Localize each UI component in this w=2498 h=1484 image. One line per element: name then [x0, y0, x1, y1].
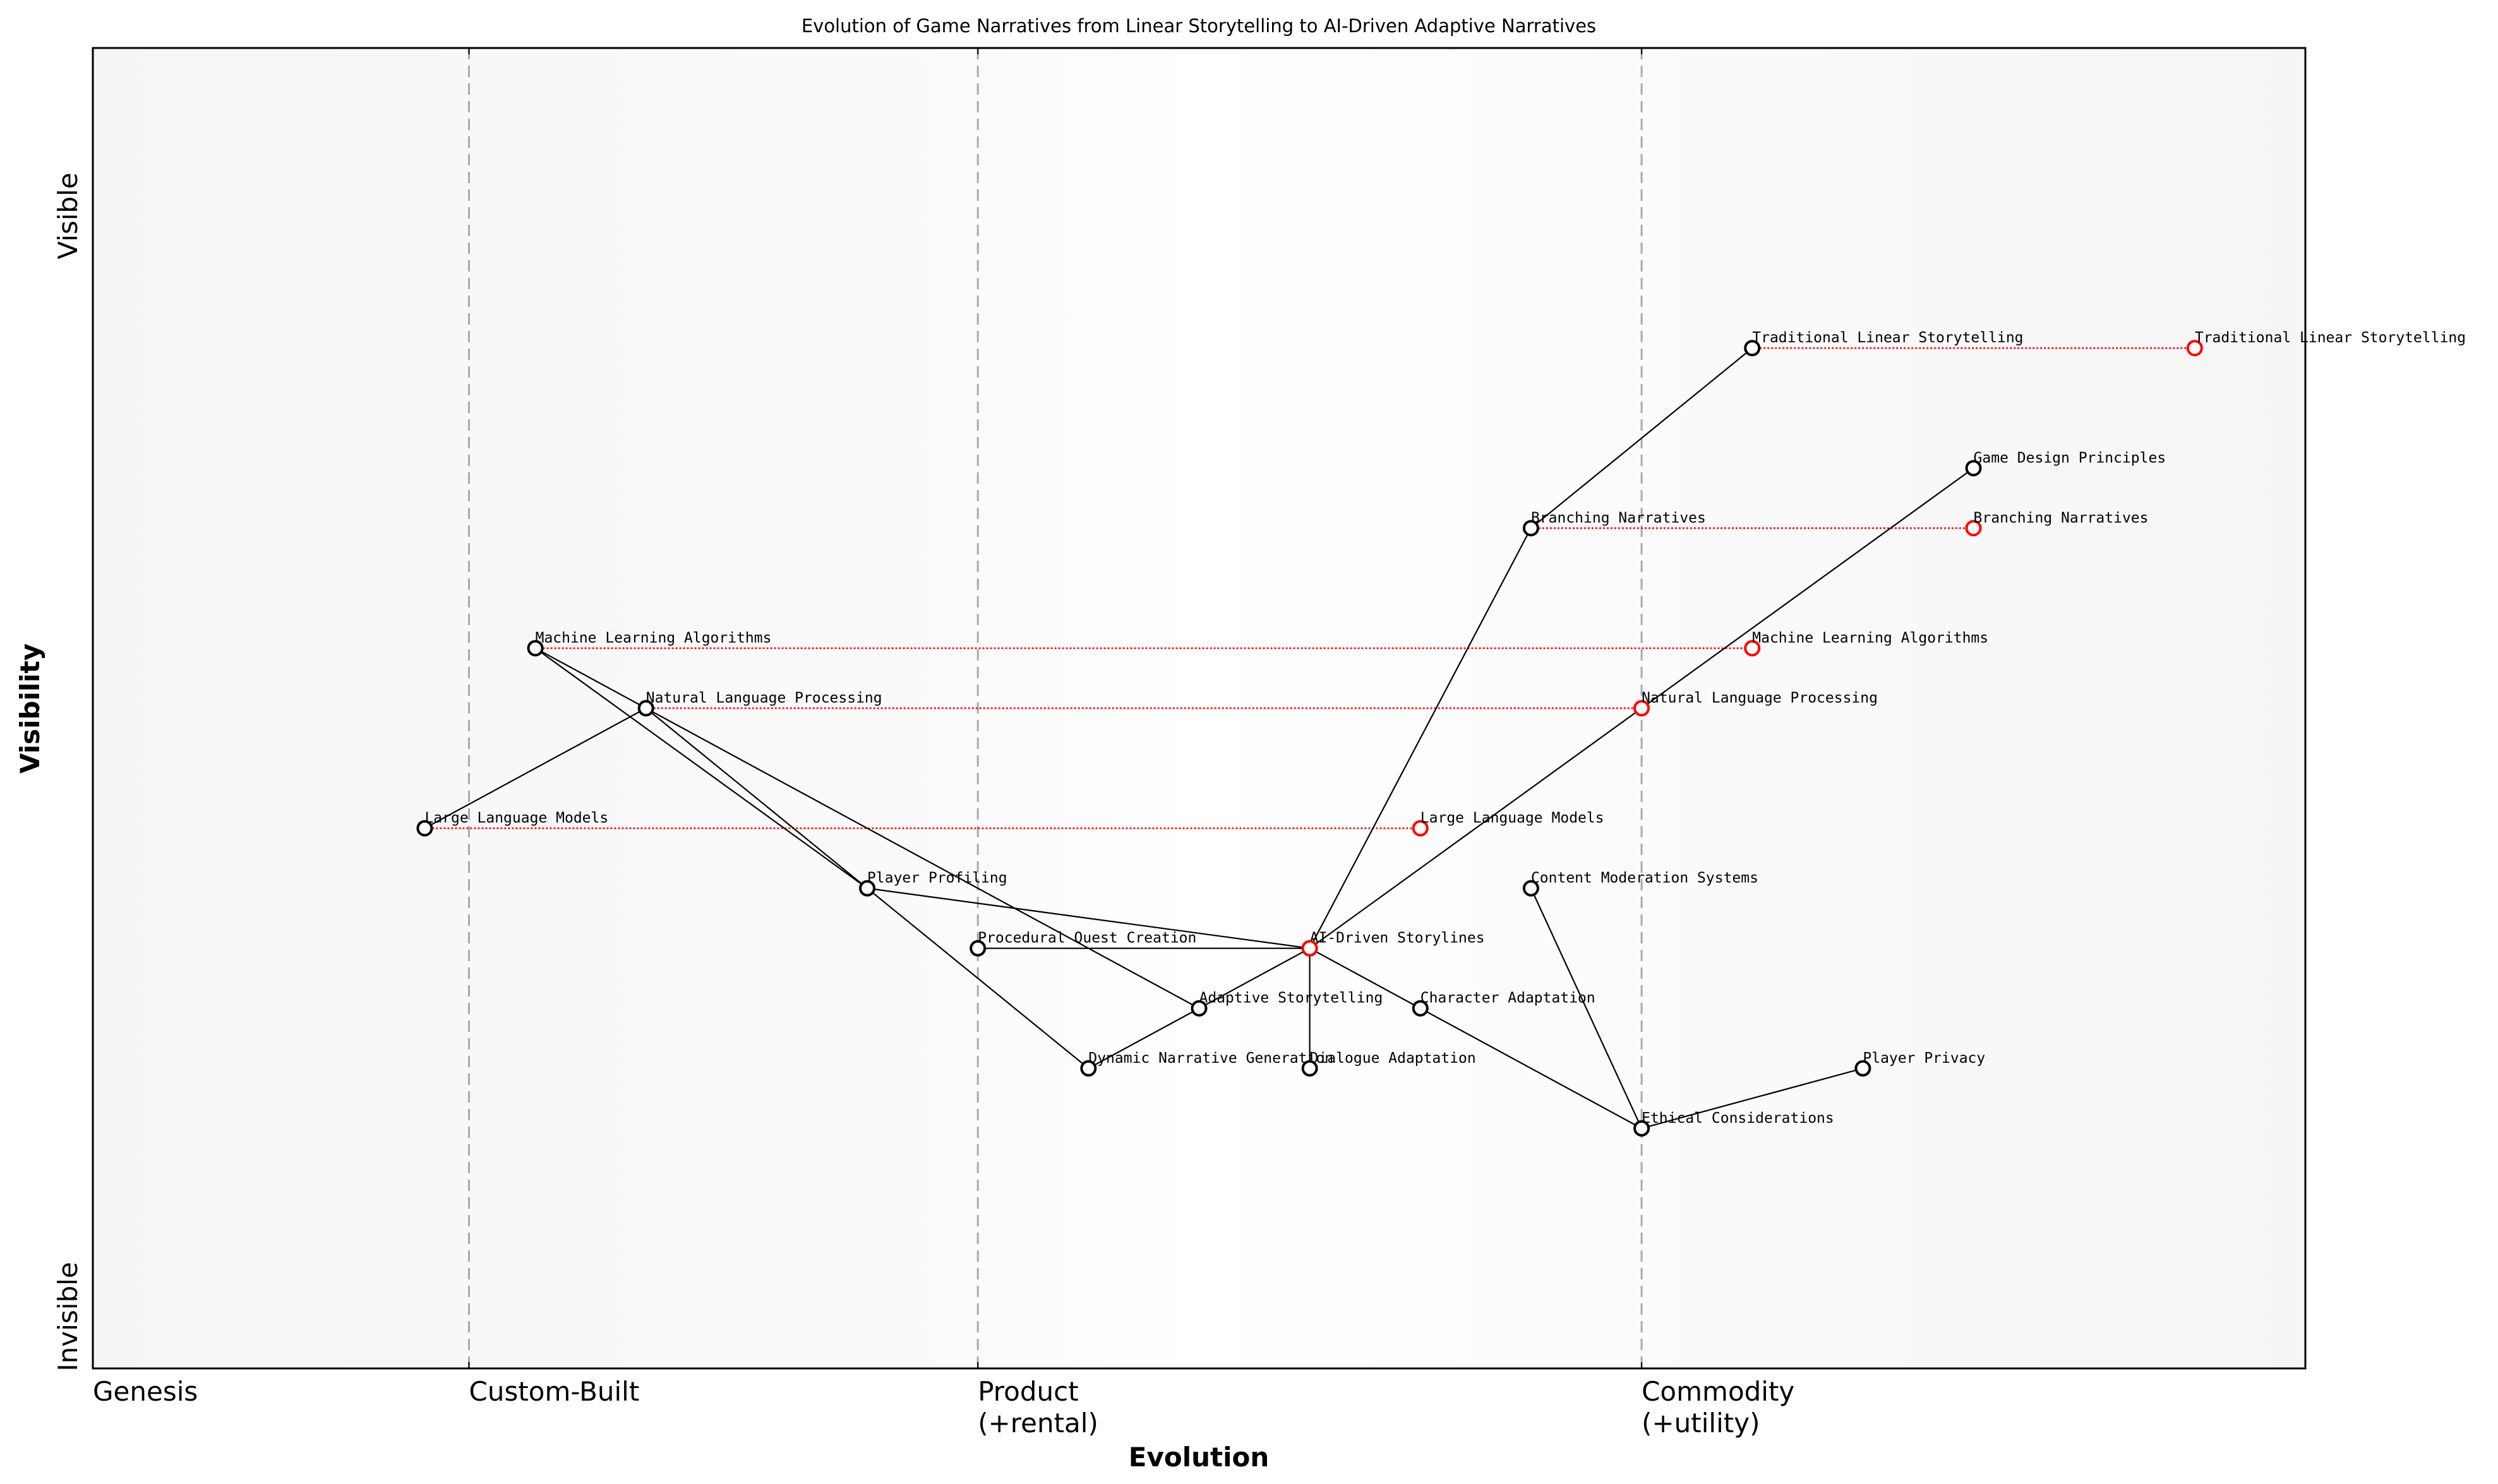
stage-label-genesis: Genesis [93, 1376, 198, 1407]
y-axis-label: Visibility [15, 643, 45, 774]
component-node-machine-learning-algorithms [527, 640, 544, 657]
evolved-node-branching-narratives [1965, 520, 1982, 537]
component-node-dialogue-adaptation [1301, 1060, 1318, 1077]
link-natural-language-processing-to-large-language-models [424, 707, 647, 829]
evolved-node-traditional-linear-storytelling [2186, 340, 2203, 357]
component-label-machine-learning-algorithms: Machine Learning Algorithms [536, 630, 772, 646]
y-label-invisible: Invisible [52, 1262, 83, 1371]
component-label-player-profiling: Player Profiling [867, 870, 1007, 887]
x-ticks: Genesis Custom-Built Product (+rental) Commo… [93, 48, 1794, 1439]
component-label-natural-language-processing: Natural Language Processing [646, 690, 882, 707]
link-ai-driven-storylines-to-adaptive-storytelling [1198, 947, 1311, 1009]
link-ai-driven-storylines-to-branching-narratives [1309, 527, 1532, 949]
link-player-profiling-to-ai-driven-storylines [867, 887, 1310, 949]
y-label-visible: Visible [52, 172, 83, 259]
evolved-label-natural-language-processing: Natural Language Processing [1642, 690, 1878, 707]
evolved-label-branching-narratives: Branching Narratives [1974, 510, 2149, 526]
stage-label-line: Product [978, 1376, 1078, 1407]
stage-label-line: Custom-Built [469, 1376, 640, 1407]
stage-label-line: (+rental) [978, 1408, 1098, 1439]
component-node-natural-language-processing [637, 700, 654, 717]
component-node-branching-narratives [1522, 520, 1539, 537]
link-branching-narratives-to-traditional-linear-storytelling [1530, 347, 1753, 529]
components: Traditional Linear Storytelling Game Desi… [416, 330, 2466, 1137]
evolved-label-machine-learning-algorithms: Machine Learning Algorithms [1752, 630, 1988, 646]
component-label-dialogue-adaptation: Dialogue Adaptation [1310, 1050, 1476, 1067]
component-label-traditional-linear-storytelling: Traditional Linear Storytelling [1752, 330, 2023, 346]
component-label-ethical-considerations: Ethical Considerations [1642, 1110, 1834, 1127]
component-node-dynamic-narrative-generation [1080, 1060, 1097, 1077]
evolution-arrows [424, 347, 2195, 829]
plot-frame [92, 47, 2307, 1370]
component-node-player-profiling [859, 880, 876, 897]
component-label-ai-driven-storylines: AI-Driven Storylines [1310, 930, 1485, 947]
stage-label-custom-built: Custom-Built [469, 1376, 640, 1407]
link-player-profiling-to-dynamic-narrative-generation [867, 887, 1090, 1069]
evolved-node-natural-language-processing [1633, 700, 1650, 717]
stage-label-line: Genesis [93, 1376, 198, 1407]
chart-title: Evolution of Game Narratives from Linear… [802, 15, 1596, 37]
component-node-traditional-linear-storytelling [1744, 340, 1761, 357]
evolved-node-machine-learning-algorithms [1744, 640, 1761, 657]
link-content-moderation-systems-to-ethical-considerations [1530, 888, 1643, 1129]
component-node-procedural-quest-creation [970, 940, 987, 957]
component-node-game-design-principles [1965, 460, 1982, 477]
link-adaptive-storytelling-to-dynamic-narrative-generation [1088, 1007, 1200, 1069]
dependency-links [424, 347, 1974, 1129]
component-label-branching-narratives: Branching Narratives [1531, 510, 1706, 526]
stage-label-line: Commodity [1642, 1376, 1794, 1407]
plot-background [93, 48, 2305, 1368]
stage-label-commodity-utility: Commodity (+utility) [1642, 1376, 1794, 1439]
component-label-content-moderation-systems: Content Moderation Systems [1531, 870, 1758, 887]
component-node-player-privacy [1854, 1060, 1871, 1077]
component-label-character-adaptation: Character Adaptation [1420, 990, 1595, 1007]
component-node-ethical-considerations [1633, 1120, 1650, 1137]
evolved-label-traditional-linear-storytelling: Traditional Linear Storytelling [2195, 330, 2466, 346]
evolved-node-ai-driven-storylines [1301, 940, 1318, 957]
link-ethical-considerations-to-player-privacy [1641, 1067, 1863, 1129]
component-label-game-design-principles: Game Design Principles [1974, 450, 2166, 466]
component-label-player-privacy: Player Privacy [1863, 1050, 1985, 1067]
link-ai-driven-storylines-to-character-adaptation [1309, 947, 1421, 1009]
component-node-content-moderation-systems [1522, 880, 1539, 897]
component-node-adaptive-storytelling [1191, 1000, 1208, 1017]
component-label-adaptive-storytelling: Adaptive Storytelling [1199, 990, 1383, 1007]
component-label-procedural-quest-creation: Procedural Quest Creation [978, 930, 1196, 947]
evolved-label-large-language-models: Large Language Models [1420, 810, 1604, 827]
component-node-character-adaptation [1412, 1000, 1429, 1017]
component-label-dynamic-narrative-generation: Dynamic Narrative Generation [1088, 1050, 1333, 1067]
stage-label-product-rental: Product (+rental) [978, 1376, 1098, 1439]
link-natural-language-processing-to-player-profiling [646, 707, 868, 889]
link-character-adaptation-to-ethical-considerations [1420, 1007, 1642, 1129]
evolved-node-large-language-models [1412, 820, 1429, 837]
component-label-large-language-models: Large Language Models [424, 810, 608, 827]
stage-label-line: (+utility) [1642, 1408, 1760, 1439]
component-node-large-language-models [416, 820, 433, 837]
x-axis-label: Evolution [1129, 1442, 1269, 1473]
link-machine-learning-algorithms-to-player-profiling [534, 647, 868, 889]
